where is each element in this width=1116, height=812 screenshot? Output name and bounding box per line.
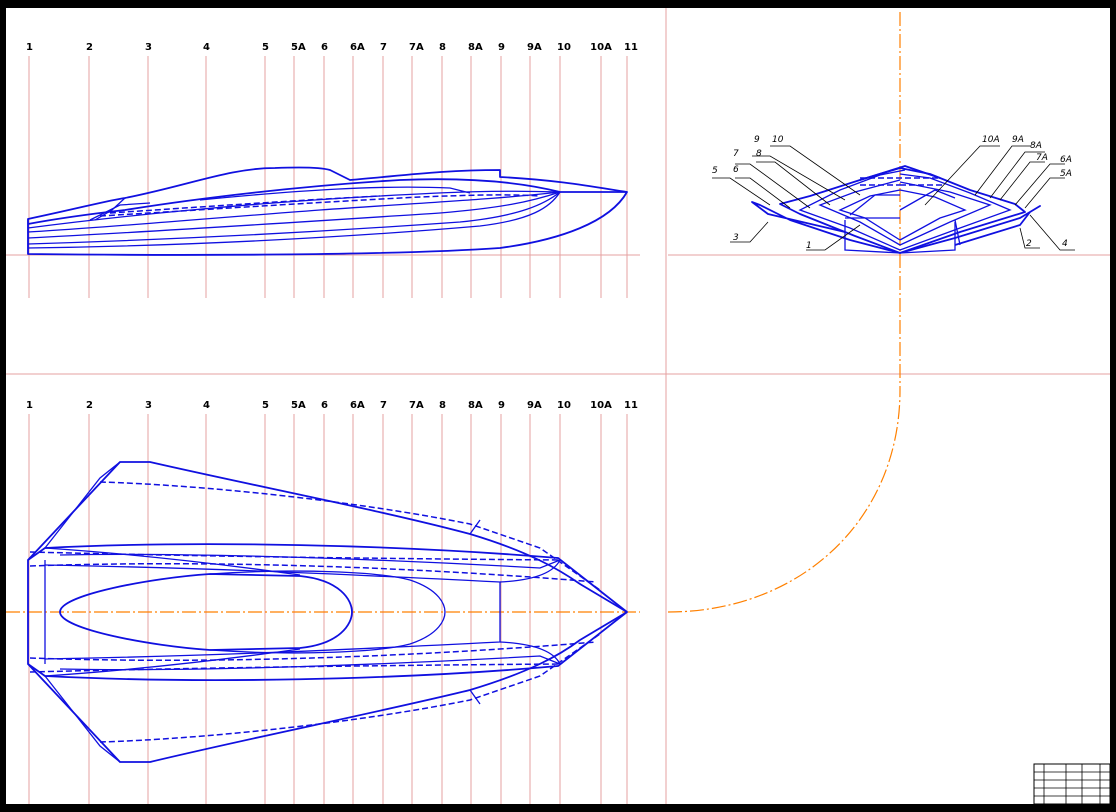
- section-label-6: 6: [733, 165, 739, 175]
- section-label-9A: 9A: [1012, 135, 1024, 145]
- plan-station-label: 9A: [527, 400, 542, 411]
- plan-station-label: 3: [145, 400, 152, 411]
- plan-station-label: 7: [380, 400, 387, 411]
- profile-station-label: 9: [498, 42, 505, 53]
- title-block: [1033, 763, 1111, 805]
- profile-station-label: 8: [439, 42, 446, 53]
- plan-station-label: 4: [203, 400, 210, 411]
- profile-station-label: 6: [321, 42, 328, 53]
- body-plan-view: [751, 165, 1041, 254]
- section-label-5A: 5A: [1060, 169, 1072, 179]
- profile-station-label: 4: [203, 42, 210, 53]
- plan-station-label: 6A: [350, 400, 365, 411]
- section-leaders: [712, 145, 1075, 251]
- profile-station-label: 10: [557, 42, 571, 53]
- plan-view: [27, 461, 628, 763]
- section-label-1: 1: [806, 241, 812, 251]
- section-label-8A: 8A: [1030, 141, 1042, 151]
- plan-station-grid: 1 2 3 4 5 5A 6 6A 7 7A 8 8A 9 9A 10 10A 11: [26, 400, 638, 804]
- plan-station-label: 6: [321, 400, 328, 411]
- transfer-arc: [667, 389, 901, 613]
- section-label-10A: 10A: [982, 135, 1000, 145]
- profile-station-label: 3: [145, 42, 152, 53]
- section-label-8: 8: [756, 149, 762, 159]
- profile-station-label: 7A: [409, 42, 424, 53]
- profile-station-label: 8A: [468, 42, 483, 53]
- profile-station-label: 5A: [291, 42, 306, 53]
- profile-station-label: 6A: [350, 42, 365, 53]
- plan-station-label: 1: [26, 400, 33, 411]
- plan-station-label: 11: [624, 400, 638, 411]
- plan-station-label: 8A: [468, 400, 483, 411]
- section-label-9: 9: [754, 135, 760, 145]
- plan-station-label: 5: [262, 400, 269, 411]
- profile-station-label: 9A: [527, 42, 542, 53]
- section-label-6A: 6A: [1060, 155, 1072, 165]
- section-label-2: 2: [1026, 239, 1032, 249]
- profile-station-grid: 1 2 3 4 5 5A 6 6A 7 7A 8 8A 9 9A 10 10A 11: [26, 42, 638, 298]
- profile-station-label: 2: [86, 42, 93, 53]
- plan-station-label: 8: [439, 400, 446, 411]
- profile-station-label: 5: [262, 42, 269, 53]
- section-label-7: 7: [733, 149, 739, 159]
- section-label-4: 4: [1062, 239, 1068, 249]
- profile-station-label: 1: [26, 42, 33, 53]
- section-label-10: 10: [772, 135, 784, 145]
- profile-station-label: 10A: [590, 42, 612, 53]
- profile-station-label: 7: [380, 42, 387, 53]
- paper: [6, 8, 1110, 804]
- section-label-5: 5: [712, 166, 718, 176]
- plan-station-label: 7A: [409, 400, 424, 411]
- plan-station-label: 9: [498, 400, 505, 411]
- plan-station-label: 10A: [590, 400, 612, 411]
- plan-station-label: 10: [557, 400, 571, 411]
- plan-station-label: 5A: [291, 400, 306, 411]
- section-label-3: 3: [733, 233, 739, 243]
- profile-station-label: 11: [624, 42, 638, 53]
- plan-station-label: 2: [86, 400, 93, 411]
- profile-view: [27, 166, 628, 256]
- section-label-7A: 7A: [1036, 153, 1048, 163]
